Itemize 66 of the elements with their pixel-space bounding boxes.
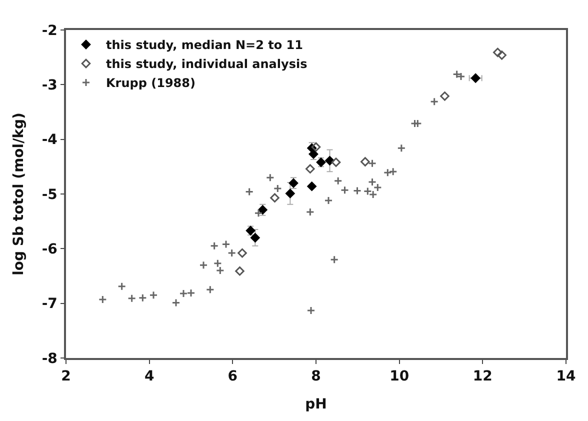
point [273, 184, 282, 193]
point [324, 196, 333, 205]
point [206, 285, 214, 294]
legend-label: this study, median N=2 to 11 [106, 38, 303, 52]
x-tick-label: 4 [144, 368, 154, 385]
point [210, 242, 219, 250]
legend-label: this study, individual analysis [106, 57, 308, 72]
point [186, 288, 196, 298]
point [353, 186, 362, 195]
point [307, 182, 316, 191]
point [334, 176, 342, 186]
point [235, 266, 244, 276]
y-tick-label: -6 [42, 242, 58, 258]
point [397, 144, 406, 152]
point [306, 208, 314, 216]
point [228, 248, 236, 258]
point [330, 255, 339, 264]
point [266, 173, 274, 182]
y-tick-label: -2 [42, 22, 58, 39]
x-tick-label: 14 [556, 368, 576, 385]
legend-label: Krupp (1988) [106, 76, 196, 90]
point [368, 159, 376, 168]
point [254, 208, 263, 218]
point [149, 290, 158, 300]
x-tick-label: 8 [311, 368, 321, 385]
y-tick-label: -8 [42, 350, 58, 367]
point [118, 282, 126, 291]
point [138, 294, 147, 302]
point [245, 188, 254, 196]
point [340, 186, 349, 194]
point [128, 294, 136, 303]
point [270, 193, 280, 202]
point [325, 156, 334, 166]
x-tick-label: 10 [390, 368, 410, 385]
x-axis-title: pH [305, 396, 327, 412]
point [456, 72, 466, 81]
point [286, 188, 295, 198]
y-tick-label: -4 [42, 132, 58, 148]
y-tick-label: -5 [42, 186, 58, 203]
point [199, 260, 208, 270]
point [222, 240, 230, 249]
x-tick-label: 6 [228, 368, 238, 385]
point [213, 259, 222, 268]
point [440, 92, 450, 101]
point [238, 248, 247, 258]
point [306, 164, 315, 174]
y-tick-label: -3 [42, 78, 58, 94]
y-axis-title: log Sb totol (mol/kg) [10, 112, 27, 276]
point [360, 157, 370, 166]
point [250, 233, 260, 242]
x-tick-label: 12 [472, 368, 492, 385]
y-tick-label: -7 [42, 296, 58, 312]
point [383, 168, 392, 177]
point [497, 50, 506, 60]
point [98, 295, 107, 304]
point [172, 298, 180, 308]
point [311, 142, 321, 152]
point [179, 289, 188, 298]
point [493, 48, 502, 58]
point [430, 97, 439, 106]
point [331, 158, 341, 167]
point [388, 167, 398, 176]
point [306, 306, 316, 315]
point [216, 266, 224, 275]
point [452, 70, 462, 79]
x-tick-label: 2 [61, 368, 71, 385]
